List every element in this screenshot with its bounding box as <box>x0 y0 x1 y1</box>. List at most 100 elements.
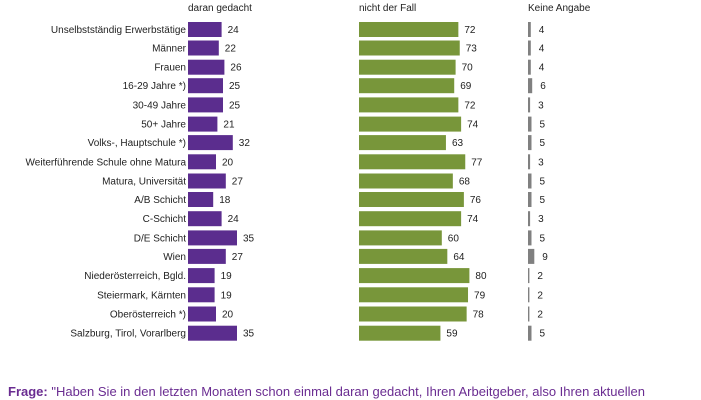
bar-2 <box>359 230 442 246</box>
bar-value-label: 80 <box>475 271 487 282</box>
bar-1 <box>188 135 233 151</box>
bar-1 <box>188 230 237 246</box>
bar-value-label: 25 <box>229 100 241 111</box>
bar-value-label: 32 <box>239 138 251 149</box>
bar-2 <box>359 211 462 227</box>
bar-1 <box>188 287 215 303</box>
bar-value-label: 59 <box>446 329 458 340</box>
question-body: "Haben Sie in den letzten Monaten schon … <box>47 384 645 399</box>
bar-value-label: 5 <box>540 195 546 206</box>
bar-value-label: 74 <box>467 120 479 131</box>
bar-value-label: 60 <box>448 233 460 244</box>
bar-3 <box>528 211 531 227</box>
bar-2 <box>359 40 460 56</box>
category-label: Salzburg, Tirol, Vorarlberg <box>70 329 186 340</box>
bar-2 <box>359 22 459 37</box>
category-label: Oberösterreich *) <box>110 310 186 321</box>
bar-2 <box>359 97 459 113</box>
bar-3 <box>528 78 533 94</box>
bar-3 <box>528 116 532 132</box>
bar-1 <box>188 192 214 207</box>
bar-3 <box>528 40 531 56</box>
column-header-2: nicht der Fall <box>359 3 416 14</box>
question-text: Frage: "Haben Sie in den letzten Monaten… <box>8 384 698 399</box>
bar-value-label: 72 <box>464 25 476 36</box>
column-header-3: Keine Angabe <box>528 3 591 14</box>
column-header-1: daran gedacht <box>188 3 252 14</box>
bar-2 <box>359 325 441 341</box>
bar-value-label: 9 <box>542 252 548 263</box>
bar-1 <box>188 154 216 170</box>
bar-3 <box>528 287 530 303</box>
bar-value-label: 3 <box>538 100 544 111</box>
bar-value-label: 21 <box>223 120 235 131</box>
bar-3 <box>528 173 532 189</box>
bar-2 <box>359 116 462 132</box>
bar-1 <box>188 78 223 94</box>
bar-value-label: 35 <box>243 233 255 244</box>
bar-value-label: 69 <box>460 81 472 92</box>
bar-value-label: 20 <box>222 157 234 168</box>
bar-value-label: 6 <box>540 81 546 92</box>
stacked-bar-chart: daran gedacht nicht der Fall Keine Angabe U… <box>26 3 591 341</box>
bar-value-label: 26 <box>230 63 242 74</box>
bar-value-label: 22 <box>225 44 237 55</box>
bar-value-label: 35 <box>243 329 255 340</box>
bar-value-label: 2 <box>537 290 543 301</box>
bar-value-label: 72 <box>464 100 476 111</box>
bar-3 <box>528 248 535 264</box>
category-label: Matura, Universität <box>102 177 186 188</box>
bar-value-label: 73 <box>466 44 478 55</box>
bar-1 <box>188 22 222 37</box>
bar-2 <box>359 268 470 284</box>
question-label: Frage: <box>8 384 48 399</box>
category-label: Niederösterreich, Bgld. <box>84 271 186 282</box>
bar-1 <box>188 325 237 341</box>
category-label: Frauen <box>154 63 186 74</box>
bar-value-label: 24 <box>228 25 240 36</box>
category-label: D/E Schicht <box>134 233 186 244</box>
bar-2 <box>359 135 446 151</box>
bar-value-label: 5 <box>540 233 546 244</box>
bar-1 <box>188 306 216 322</box>
bar-value-label: 19 <box>221 290 233 301</box>
bar-value-label: 24 <box>228 214 240 225</box>
bar-value-label: 70 <box>462 63 474 74</box>
bar-3 <box>528 135 532 151</box>
bar-value-label: 5 <box>540 329 546 340</box>
bar-1 <box>188 211 222 227</box>
bar-value-label: 78 <box>473 310 485 321</box>
bar-1 <box>188 40 219 56</box>
category-label: C-Schicht <box>143 214 187 225</box>
category-label: Männer <box>152 44 187 55</box>
bar-value-label: 74 <box>467 214 479 225</box>
bar-value-label: 76 <box>470 195 482 206</box>
bar-1 <box>188 116 218 132</box>
category-label: Steiermark, Kärnten <box>97 290 186 301</box>
bar-value-label: 25 <box>229 81 241 92</box>
bar-value-label: 77 <box>471 157 483 168</box>
bar-1 <box>188 59 225 75</box>
bar-value-label: 64 <box>453 252 465 263</box>
bar-2 <box>359 287 469 303</box>
category-label: A/B Schicht <box>134 195 186 206</box>
bar-value-label: 79 <box>474 290 486 301</box>
bar-2 <box>359 154 466 170</box>
bar-value-label: 27 <box>232 252 244 263</box>
category-label: 16-29 Jahre *) <box>123 81 186 92</box>
bar-value-label: 4 <box>539 44 545 55</box>
bar-3 <box>528 97 531 113</box>
bar-value-label: 20 <box>222 310 234 321</box>
category-label: Unselbstständig Erwerbstätige <box>51 25 187 36</box>
bar-value-label: 4 <box>539 63 545 74</box>
bar-value-label: 68 <box>459 177 471 188</box>
category-label: Volks-, Hauptschule *) <box>88 138 186 149</box>
bar-2 <box>359 248 448 264</box>
bar-value-label: 63 <box>452 138 464 149</box>
bar-2 <box>359 59 456 75</box>
bar-3 <box>528 192 532 207</box>
category-label: Wien <box>163 252 186 263</box>
bar-value-label: 5 <box>540 138 546 149</box>
bar-value-label: 18 <box>219 195 231 206</box>
bar-2 <box>359 192 464 207</box>
